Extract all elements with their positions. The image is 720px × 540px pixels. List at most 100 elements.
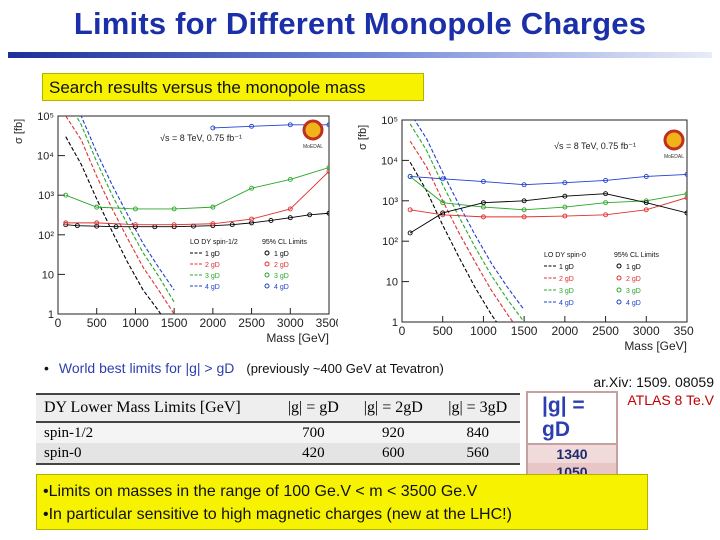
limit-point [287,206,293,212]
header-cell: |g| = 2gD [363,399,423,416]
limit-point [63,220,69,226]
y-tick-label: 10 [42,269,54,281]
legend-limit-label: 2 gD [274,262,289,269]
y-axis-label: σ [fb] [357,125,369,150]
limit-point [407,230,413,236]
energy-annotation: √s = 8 TeV, 0.75 fb⁻¹ [160,133,242,143]
row-label: spin-0 [44,444,82,461]
legend-limit-marker [264,261,270,267]
legend-theory-label: 3 gD [559,288,574,295]
limit-point [603,212,609,218]
limit-point [326,168,329,174]
mass-table-header: DY Lower Mass Limits [GeV] |g| = gD |g| … [36,394,520,422]
limit-point [326,122,329,128]
moedal-logo-text: MoEDAL [664,154,684,160]
limit-point [249,216,255,222]
slide-title: Limits for Different Monopole Charges [73,6,647,41]
x-tick-label: 3000 [633,324,660,338]
x-tick-label: 2500 [238,316,265,330]
limit-point [210,221,216,227]
summary-box: •Limits on masses in the range of 100 Ge… [36,474,648,530]
limit-point [684,171,687,177]
legend-theory-label: 4 gD [559,300,574,307]
legend-header: 95% CL Limits [262,239,307,246]
limit-point [326,165,329,170]
limit-point [643,174,649,179]
legend-theory-label: 1 gD [205,251,220,258]
bullet-marker: • [44,360,49,376]
limit-point [603,191,609,197]
legend-limit-label: 3 gD [274,273,289,280]
limit-point [132,222,138,228]
table-row: spin-1/2 700 920 840 [36,422,520,443]
limit-line-2 [65,171,329,226]
world-best-limits-bullet: • World best limits for |g| > gD (previous… [44,360,444,376]
limit-point [287,176,293,182]
limit-point [249,123,255,129]
y-tick-label: 1 [48,309,54,321]
theory-line-1 [65,136,162,314]
theory-line-3 [75,116,175,303]
limit-line-3 [410,173,687,186]
limit-point [643,200,649,206]
limit-point [480,214,486,220]
limit-point [480,200,486,206]
theory-line-3 [409,123,525,322]
y-tick-label: 10⁵ [37,111,54,123]
limit-point [684,191,687,197]
legend-theory-label: 1 gD [559,264,574,271]
limit-point [287,215,293,221]
x-tick-label: 3500 [316,316,338,330]
legend-theory-label: 2 gD [559,276,574,283]
y-axis-label: σ [fb] [13,119,25,144]
limit-point [521,214,527,220]
left-limit-plot: 0 500 1000 1500 2000 2500 3000 3500 1 10 10² 10³ 10⁴… [8,108,343,358]
x-tick-label: 2000 [200,316,227,330]
limit-point [684,195,687,201]
legend-header: 95% CL Limits [614,252,659,259]
x-axis-label: Mass [GeV] [624,339,687,353]
limit-point [63,192,69,198]
x-axis-label: Mass [GeV] [266,331,329,345]
limit-point [562,204,568,210]
limit-point [113,224,119,230]
arxiv-reference: ar.Xiv: 1509. 08059 [593,374,714,390]
limit-point [603,177,609,183]
left-plot-svg: 0 500 1000 1500 2000 2500 3000 3500 1 10 10² 10³ 10⁴… [13,111,343,345]
limit-point [440,176,446,182]
title-divider [8,52,712,58]
moedal-logo-text: MoEDAL [303,144,323,150]
limit-point [249,185,255,191]
theory-line-1 [409,161,498,322]
legend-limit-label: 3 gD [626,288,641,295]
y-tick-label: 10³ [38,190,54,202]
limit-point [643,207,649,213]
limit-point [521,207,527,213]
limit-point [562,213,568,219]
y-tick-label: 10⁴ [37,151,54,163]
limit-point [562,193,568,199]
legend-limit-marker [616,275,622,281]
limit-point [440,200,446,206]
header-cell: |g| = 3gD [448,399,508,416]
atlas-cell: 1340 [526,444,618,463]
legend-limit-marker [264,250,270,256]
moedal-logo-icon [663,129,685,151]
limit-point [562,180,568,186]
limit-point [307,212,313,218]
x-tick-label: 500 [87,316,107,330]
energy-annotation: √s = 8 TeV, 0.75 fb⁻¹ [554,141,636,151]
x-tick-label: 500 [433,324,453,338]
theory-line-4 [414,120,525,311]
header-cell: |g| = gD [287,399,339,416]
limit-point [268,218,274,223]
legend-limit-label: 4 gD [274,284,289,291]
legend-limit-label: 2 gD [626,276,641,283]
limit-point [74,223,80,229]
legend-limit-marker [264,272,270,278]
plot-frame [401,119,688,323]
limit-point [132,206,138,212]
atlas-limits-table: |g| = gD 1340 1050 [526,391,618,483]
limit-point [521,182,527,188]
x-tick-label: 1000 [470,324,497,338]
